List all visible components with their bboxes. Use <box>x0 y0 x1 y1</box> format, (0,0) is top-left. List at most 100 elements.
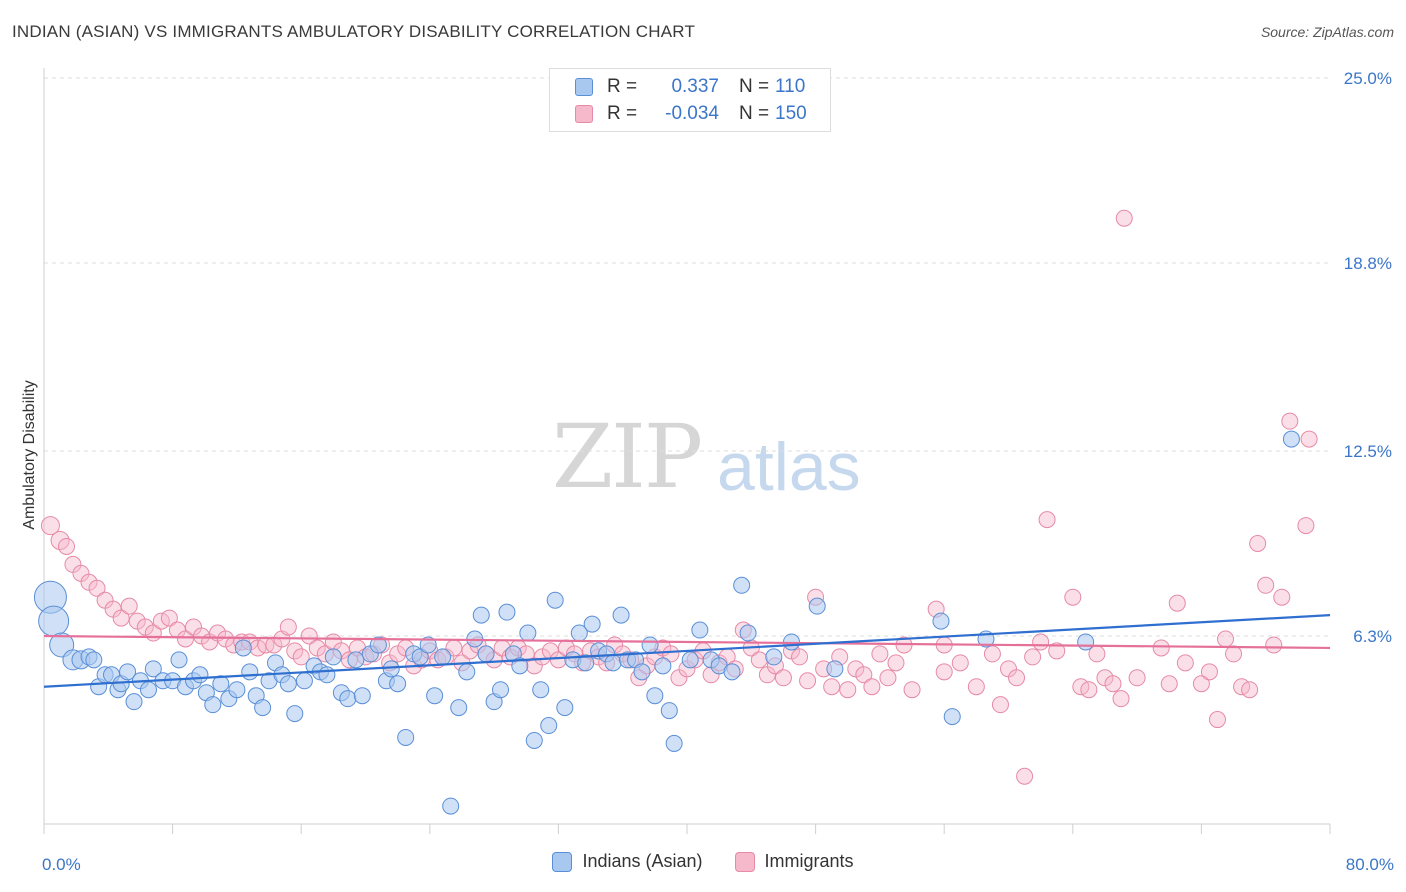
x-tick-label: 80.0% <box>1346 855 1394 874</box>
indians-asian-point <box>286 705 304 723</box>
indians-asian-point <box>382 660 400 678</box>
indians-asian-point <box>943 708 961 726</box>
correlation-legend: R = 0.337 N = 110 R = -0.034 N = 150 <box>549 68 831 132</box>
indians-asian-point <box>604 654 622 672</box>
legend-r-value: -0.034 <box>665 103 719 124</box>
indians-asian-point <box>318 666 336 684</box>
y-tick-label: 12.5% <box>1344 442 1392 461</box>
immigrants-point <box>1192 675 1210 693</box>
indians-asian-point <box>511 657 529 675</box>
indians-asian-trend-line <box>43 614 1331 688</box>
immigrants-point <box>58 537 76 555</box>
grid-lines <box>44 77 1330 637</box>
indians-asian-point <box>633 663 651 681</box>
axes <box>43 68 1331 834</box>
indians-asian-point <box>472 606 490 624</box>
immigrants-point <box>1281 412 1299 430</box>
immigrants-point <box>1200 663 1218 681</box>
indians-asian-point <box>369 636 387 654</box>
immigrants-point <box>112 609 130 627</box>
indians-asian-point <box>681 651 699 669</box>
indians-asian-point <box>353 687 371 705</box>
immigrants-point <box>967 678 985 696</box>
indians-asian-point <box>426 687 444 705</box>
indians-asian-point <box>477 645 495 663</box>
indians-asian-points <box>33 430 1300 815</box>
immigrants-point <box>750 651 768 669</box>
indians-asian-point <box>234 639 252 657</box>
indians-asian-point <box>119 663 137 681</box>
immigrants-point <box>1104 675 1122 693</box>
immigrants-point <box>1208 711 1226 729</box>
immigrants-point <box>871 645 889 663</box>
x-tick-label: 0.0% <box>42 855 81 874</box>
immigrants-point <box>300 627 318 645</box>
indians-asian-point <box>492 681 510 699</box>
immigrants-point <box>983 645 1001 663</box>
immigrants-point <box>1257 576 1275 594</box>
indians-asian-point <box>1077 633 1095 651</box>
immigrants-point <box>1265 636 1283 654</box>
immigrants-point <box>662 645 680 663</box>
legend-n-value: 150 <box>775 103 807 124</box>
indians-asian-point <box>691 621 709 639</box>
indians-asian-point <box>279 675 297 693</box>
immigrants-point <box>1128 669 1146 687</box>
indians-asian-point <box>525 731 543 749</box>
indians-asian-point <box>191 666 209 684</box>
immigrants-point <box>903 681 921 699</box>
immigrants-point <box>1217 630 1235 648</box>
indians-asian-point <box>458 663 476 681</box>
indians-asian-point <box>577 654 595 672</box>
indians-asian-point <box>295 672 313 690</box>
legend-item-immigrants[interactable]: Immigrants <box>734 851 854 872</box>
legend-row-indians: R = 0.337 N = 110 <box>575 75 805 99</box>
indians-asian-point <box>646 687 664 705</box>
immigrants-point <box>1297 517 1315 535</box>
legend-item-indians[interactable]: Indians (Asian) <box>552 851 703 872</box>
trend-lines <box>43 614 1331 688</box>
indians-asian-point <box>665 734 683 752</box>
immigrants-point <box>1176 654 1194 672</box>
indians-asian-point <box>519 624 537 642</box>
indians-asian-point <box>733 576 751 594</box>
indians-asian-point <box>38 605 70 637</box>
legend-swatch-pink <box>734 851 755 872</box>
immigrants-point <box>1225 645 1243 663</box>
y-tick-label: 25.0% <box>1344 69 1392 88</box>
indians-asian-point <box>254 699 272 717</box>
immigrants-point <box>1241 681 1259 699</box>
indians-asian-point <box>660 702 678 720</box>
legend-r-label: R = <box>607 103 638 124</box>
series-legend: Indians (Asian) Immigrants <box>0 851 1406 872</box>
indians-asian-point <box>826 660 844 678</box>
immigrants-point <box>951 654 969 672</box>
indians-asian-point <box>450 699 468 717</box>
immigrants-point <box>879 669 897 687</box>
immigrants-point <box>1152 639 1170 657</box>
watermark-zip: ZIP <box>552 405 703 508</box>
legend-swatch-blue <box>575 78 593 96</box>
immigrants-point <box>991 696 1009 714</box>
indians-asian-point <box>434 648 452 666</box>
y-tick-label: 18.8% <box>1344 254 1392 273</box>
immigrants-point <box>839 681 857 699</box>
immigrants-point <box>160 609 178 627</box>
immigrants-point <box>1008 669 1026 687</box>
indians-asian-point <box>583 615 601 633</box>
legend-r-value: 0.337 <box>671 76 719 97</box>
immigrants-point <box>176 630 194 648</box>
indians-asian-point <box>808 597 826 615</box>
immigrants-point <box>286 642 304 660</box>
indians-asian-point <box>125 693 143 711</box>
immigrants-point <box>1016 767 1034 785</box>
indians-asian-point <box>641 636 659 654</box>
indians-asian-point <box>241 663 259 681</box>
immigrants-point <box>935 663 953 681</box>
indians-asian-point <box>932 612 950 630</box>
indians-asian-point <box>85 651 103 669</box>
indians-asian-point <box>228 681 246 699</box>
immigrants-point <box>40 516 60 536</box>
legend-n-label: N = <box>739 76 770 97</box>
immigrants-point <box>1064 588 1082 606</box>
